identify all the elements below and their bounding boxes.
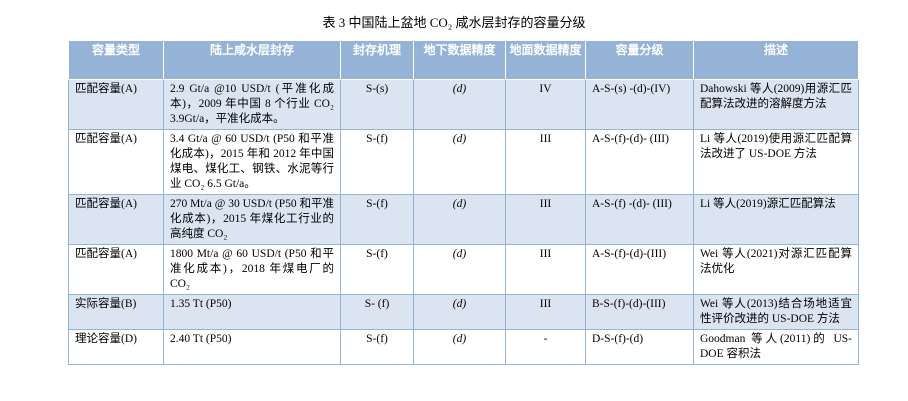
table-cell: 2.40 Tt (P50) xyxy=(163,329,341,365)
table-row: 理论容量(D) 2.40 Tt (P50) S-(f) (d) - D-S-(f)-(d)… xyxy=(68,329,859,365)
header-cell: 地下数据精度 xyxy=(413,40,506,80)
header-cell: 陆上咸水层封存 xyxy=(163,40,341,80)
table-cell: 匹配容量(A) xyxy=(68,244,164,295)
table-row: 匹配容量(A) 1800 Mt/a @ 60 USD/t (P50 和平准化成本)… xyxy=(68,244,859,295)
table-cell: Goodman 等人(2011)的 US-DOE 容积法 xyxy=(693,329,859,365)
table: 容量类型 陆上咸水层封存 封存机理 地下数据精度 地面数据精度 容量分级 描述 匹配容量(A… xyxy=(68,40,859,365)
table-cell: III xyxy=(505,194,586,245)
table-cell: III xyxy=(505,244,586,295)
table-cell: S-(f) xyxy=(340,129,414,195)
table-cell: S-(f) xyxy=(340,194,414,245)
table-cell: A-S-(f)-(d)- (III) xyxy=(585,129,694,195)
table-cell: (d) xyxy=(413,329,506,365)
table-cell: 匹配容量(A) xyxy=(68,129,164,195)
table-cell: 2.9 Gt/a @10 USD/t (平准化成本)，2009 年中国 8 个行… xyxy=(163,79,341,130)
table-cell: 实际容量(B) xyxy=(68,294,164,330)
table-cell: S- (f) xyxy=(340,294,414,330)
table-cell: S-(f) xyxy=(340,329,414,365)
table-cell: Dahowski 等人(2009)用源汇匹配算法改进的溶解度方法 xyxy=(693,79,859,130)
table-cell: 匹配容量(A) xyxy=(68,194,164,245)
table-cell: III xyxy=(505,129,586,195)
table-cell: (d) xyxy=(413,194,506,245)
table-cell: A-S-(f) -(d)- (III) xyxy=(585,194,694,245)
table-cell: D-S-(f)-(d) xyxy=(585,329,694,365)
header-cell: 封存机理 xyxy=(340,40,414,80)
header-cell: 容量分级 xyxy=(585,40,694,80)
table-cell: (d) xyxy=(413,244,506,295)
table-cell: III xyxy=(505,294,586,330)
table-row: 实际容量(B) 1.35 Tt (P50) S- (f) (d) III B-S-(f)-… xyxy=(68,294,859,330)
table-cell: Wei 等人(2013)结合场地适宜性评价改进的 US-DOE 方法 xyxy=(693,294,859,330)
header-cell: 容量类型 xyxy=(68,40,164,80)
table-cell: (d) xyxy=(413,79,506,130)
header-row: 容量类型 陆上咸水层封存 封存机理 地下数据精度 地面数据精度 容量分级 描述 xyxy=(68,40,859,80)
table-cell: IV xyxy=(505,79,586,130)
table-cell: Li 等人(2019)源汇匹配算法 xyxy=(693,194,859,245)
table-cell: (d) xyxy=(413,294,506,330)
table-row: 匹配容量(A) 3.4 Gt/a @ 60 USD/t (P50 和平准化成本)，… xyxy=(68,129,859,195)
table-cell: A-S-(s) -(d)-(IV) xyxy=(585,79,694,130)
table-cell: B-S-(f)-(d)-(III) xyxy=(585,294,694,330)
table-row: 匹配容量(A) 2.9 Gt/a @10 USD/t (平准化成本)，2009 年… xyxy=(68,79,859,130)
table-cell: 1800 Mt/a @ 60 USD/t (P50 和平准化成本)，2018 年… xyxy=(163,244,341,295)
table-cell: 1.35 Tt (P50) xyxy=(163,294,341,330)
table-cell: S-(s) xyxy=(340,79,414,130)
table-cell: - xyxy=(505,329,586,365)
header-cell: 描述 xyxy=(693,40,859,80)
table-cell: 匹配容量(A) xyxy=(68,79,164,130)
table-cell: S-(f) xyxy=(340,244,414,295)
table-cell: Li 等人(2019)使用源汇匹配算法改进了 US-DOE 方法 xyxy=(693,129,859,195)
table-cell: 理论容量(D) xyxy=(68,329,164,365)
table-cell: 270 Mt/a @ 30 USD/t (P50 和平准化成本)，2015 年煤… xyxy=(163,194,341,245)
table-body: 匹配容量(A) 2.9 Gt/a @10 USD/t (平准化成本)，2009 年… xyxy=(68,79,859,365)
table-row: 匹配容量(A) 270 Mt/a @ 30 USD/t (P50 和平准化成本)，… xyxy=(68,194,859,245)
table-cell: Wei 等人(2021)对源汇匹配算法优化 xyxy=(693,244,859,295)
table-cell: (d) xyxy=(413,129,506,195)
table-caption: 表 3 中国陆上盆地 CO₂ 咸水层封存的容量分级 xyxy=(322,15,586,30)
header-cell: 地面数据精度 xyxy=(505,40,586,80)
table-cell: A-S-(f)-(d)-(III) xyxy=(585,244,694,295)
table-cell: 3.4 Gt/a @ 60 USD/t (P50 和平准化成本)，2015 年和… xyxy=(163,129,341,195)
